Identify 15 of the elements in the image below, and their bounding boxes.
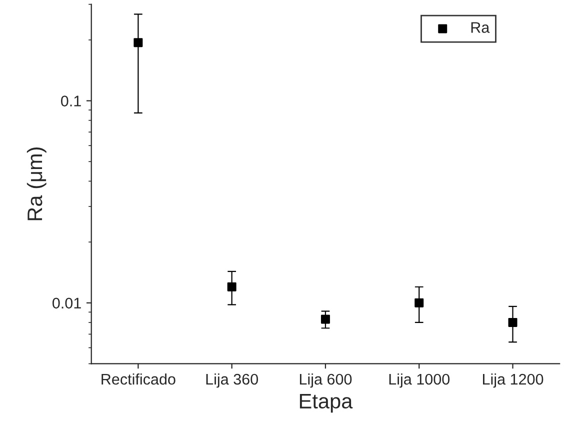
point (134, 38, 143, 48)
point (227, 282, 236, 292)
point (508, 318, 518, 327)
y-axis-title: Ra (μm) (26, 147, 46, 220)
x-tick-label: Lija 600 (300, 373, 352, 388)
point (320, 314, 330, 324)
x-tick-label: Lija 1200 (483, 373, 544, 388)
point (414, 298, 424, 308)
x-tick-label: Lija 1000 (389, 373, 450, 388)
y-tick-label: 0.1 (61, 96, 81, 106)
y-tick-label: 0.01 (52, 298, 81, 309)
legend-label: Ra (471, 22, 490, 33)
x-tick-label: Lija 360 (206, 373, 258, 388)
x-tick-label: Rectificado (102, 373, 176, 385)
x-axis-title: Etapa (300, 394, 353, 413)
